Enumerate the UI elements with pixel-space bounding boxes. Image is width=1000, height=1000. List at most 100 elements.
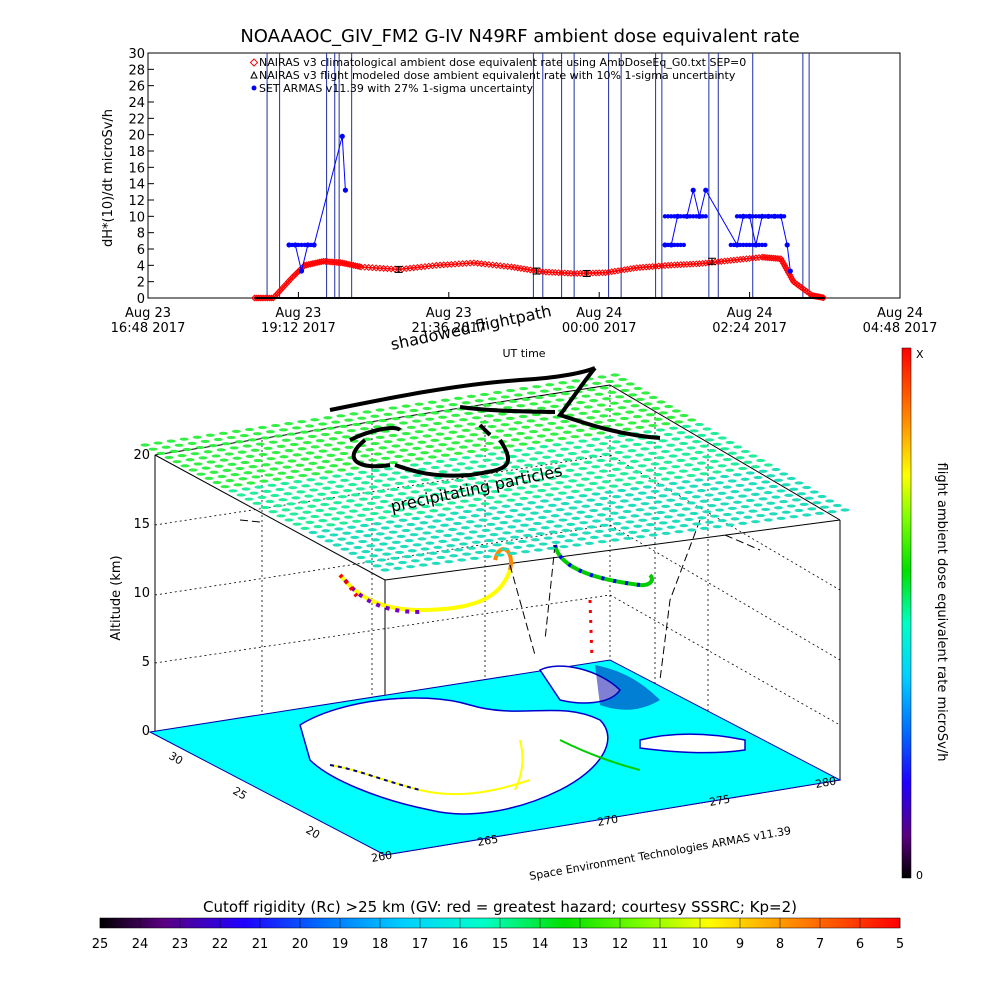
- lattice-dash: [312, 498, 322, 502]
- lattice-dash: [545, 383, 555, 387]
- lattice-dash: [630, 404, 640, 408]
- lattice-dash: [453, 424, 463, 428]
- lattice-dash: [704, 438, 714, 442]
- lattice-dash: [365, 420, 375, 425]
- lattice-dash: [697, 516, 707, 520]
- lattice-dash: [332, 474, 342, 478]
- lattice-dash: [417, 537, 427, 541]
- nairas-clim-point: [260, 294, 268, 302]
- lattice-dash: [363, 491, 373, 495]
- lattice-dash: [455, 532, 465, 536]
- lattice-dash: [449, 511, 459, 515]
- lattice-dash: [513, 545, 523, 549]
- lattice-dash: [342, 489, 352, 493]
- lattice-dash: [464, 411, 474, 416]
- lattice-dash: [797, 492, 807, 496]
- lattice-dash: [476, 534, 486, 538]
- armas-point: [744, 242, 749, 248]
- lattice-dash: [311, 472, 321, 476]
- cutoff-tick-label: 7: [816, 937, 824, 952]
- lattice-dash: [267, 483, 277, 487]
- lattice-dash: [462, 483, 472, 487]
- lattice-dash: [225, 479, 235, 483]
- lattice-dash: [471, 416, 481, 420]
- shadowed-flightpath: [329, 366, 661, 478]
- lattice-dash: [392, 498, 402, 502]
- lattice-dash: [291, 496, 301, 500]
- armas-point: [778, 214, 784, 219]
- x-tick-time: 21:36 2017: [411, 321, 486, 336]
- lattice-dash: [773, 478, 783, 482]
- lattice-dash: [329, 533, 339, 537]
- armas-point: [286, 242, 292, 248]
- lattice-dash: [650, 462, 660, 466]
- lattice-dash: [812, 501, 822, 505]
- lattice-dash: [416, 510, 426, 515]
- lattice-dash: [457, 489, 467, 493]
- lattice-dash: [609, 484, 619, 488]
- armas-point: [781, 214, 787, 219]
- armas-segment: [698, 190, 707, 217]
- lattice-dash: [632, 497, 642, 501]
- lattice-dash: [422, 406, 432, 411]
- lattice-dash: [340, 478, 350, 482]
- lattice-dash: [433, 449, 443, 453]
- lattice-dash: [756, 513, 766, 518]
- lattice-dash: [414, 430, 424, 434]
- lattice-dash: [228, 489, 238, 493]
- lattice-dash: [490, 462, 500, 467]
- lattice-dash: [408, 506, 418, 510]
- lattice-dash: [663, 515, 673, 519]
- lattice-dash: [331, 517, 341, 521]
- x-tick-time: 19:12 2017: [261, 321, 336, 336]
- lattice-dash: [374, 505, 384, 510]
- lattice-dash: [617, 515, 627, 520]
- lattice-dash: [583, 460, 593, 464]
- z-tick-15: 15: [133, 517, 150, 532]
- lattice-dash: [560, 447, 570, 451]
- nairas-clim-point: [258, 294, 266, 302]
- lattice-dash: [394, 481, 404, 485]
- lattice-dash: [489, 532, 499, 537]
- lattice-dash: [449, 484, 459, 489]
- lattice-dash: [635, 425, 645, 430]
- lattice-dash: [193, 462, 203, 466]
- lattice-dash: [565, 495, 575, 500]
- nairas-clim-point: [781, 262, 789, 270]
- lattice-dash: [458, 542, 468, 546]
- lattice-dash: [469, 460, 479, 464]
- nairas-clim-point: [281, 282, 289, 290]
- lattice-dash: [219, 458, 229, 462]
- lattice-dash: [802, 485, 812, 490]
- lattice-dash: [532, 521, 542, 526]
- lattice-dash: [516, 404, 526, 408]
- lattice-dash: [671, 519, 681, 523]
- lattice-dash: [531, 467, 541, 472]
- lattice-dash: [560, 419, 570, 424]
- armas-point: [703, 187, 709, 193]
- lattice-dash: [592, 381, 602, 385]
- lattice-dash: [599, 386, 609, 390]
- lattice-dash: [643, 402, 653, 406]
- lattice-dash: [522, 533, 532, 538]
- lattice-dash: [306, 478, 316, 482]
- lattice-dash: [353, 545, 363, 550]
- lattice-dash: [434, 503, 444, 507]
- lattice-dash: [358, 470, 368, 475]
- lattice-dash: [781, 510, 791, 514]
- lattice-dash: [699, 444, 709, 448]
- lattice-dash: [177, 453, 187, 458]
- lattice-dash: [756, 486, 765, 490]
- lattice-dash: [337, 537, 347, 541]
- nairas-clim-point: [275, 288, 283, 296]
- lattice-dash: [185, 458, 195, 462]
- lattice-dash: [365, 448, 375, 452]
- lattice-dash: [679, 441, 689, 446]
- lattice-dash: [513, 393, 523, 397]
- lattice-dash: [691, 440, 701, 444]
- nairas-clim-point: [262, 294, 270, 302]
- armas-segment: [786, 244, 791, 272]
- lattice-dash: [722, 457, 732, 462]
- lattice-dash: [218, 431, 228, 435]
- lattice-dash: [318, 422, 328, 426]
